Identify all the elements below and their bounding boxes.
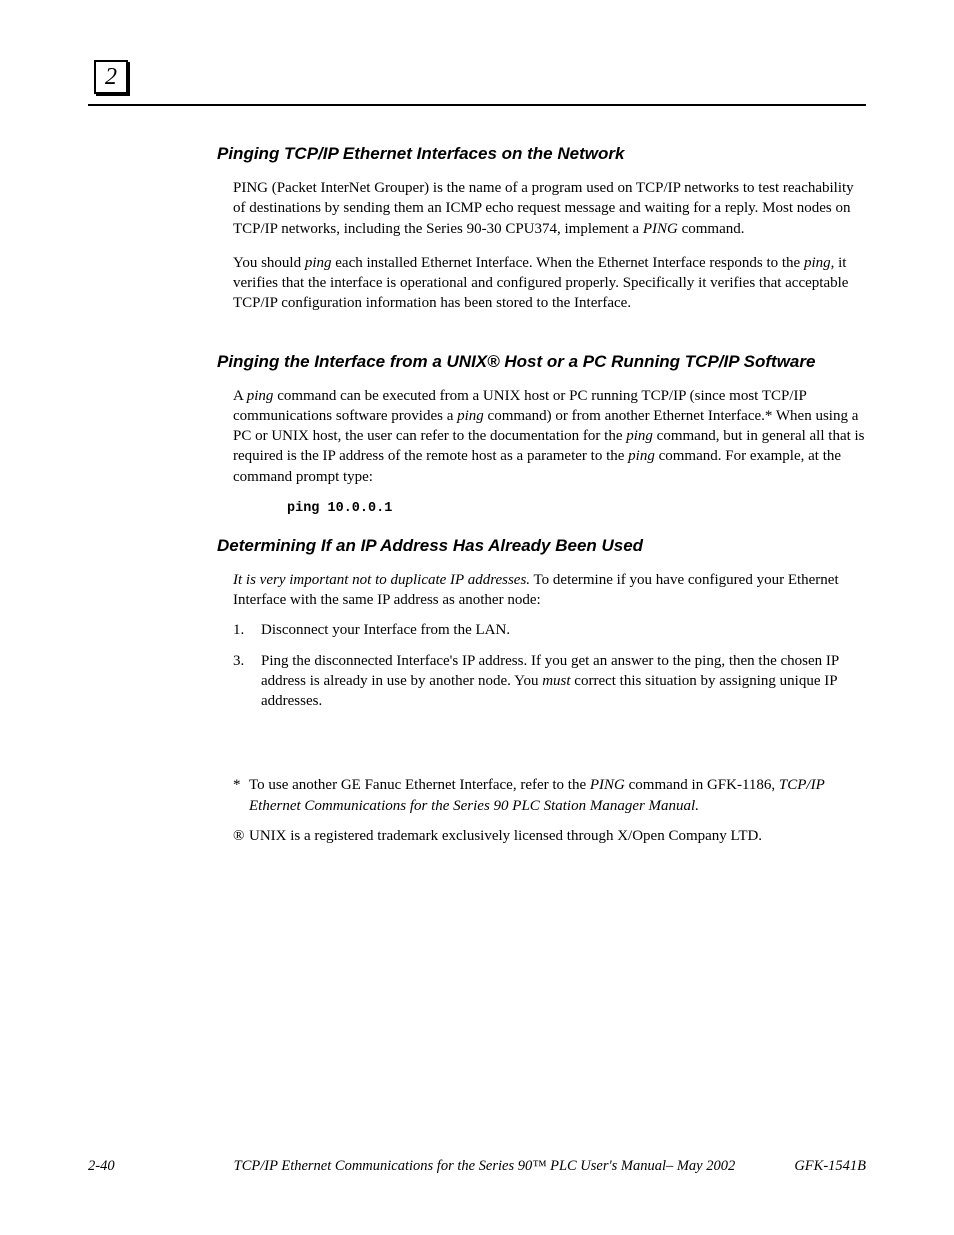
code-example: ping 10.0.0.1 — [287, 501, 866, 516]
list-item: 3. Ping the disconnected Interface's IP … — [233, 651, 866, 712]
footnote-2: ® UNIX is a registered trademark exclusi… — [233, 826, 866, 846]
chapter-number-box: 2 — [94, 60, 128, 94]
list-item: 1. Disconnect your Interface from the LA… — [233, 620, 866, 640]
spacer — [233, 725, 866, 775]
text-italic: ping — [626, 428, 653, 444]
footnote-symbol: * — [233, 775, 249, 816]
header-rule — [88, 104, 866, 106]
page-footer: 2-40 TCP/IP Ethernet Communications for … — [88, 1158, 866, 1175]
text-run: command in GFK-1186, — [625, 777, 779, 793]
s1-paragraph-2: You should ping each installed Ethernet … — [233, 253, 866, 314]
s3-paragraph-1: It is very important not to duplicate IP… — [233, 570, 866, 611]
section-heading-2: Pinging the Interface from a UNIX® Host … — [217, 352, 866, 372]
section-heading-3: Determining If an IP Address Has Already… — [217, 536, 866, 556]
text-run: You should — [233, 255, 305, 271]
ordered-list: 1. Disconnect your Interface from the LA… — [233, 620, 866, 711]
footer-page-number: 2-40 — [88, 1158, 115, 1175]
s2-paragraph-1: A ping command can be executed from a UN… — [233, 386, 866, 487]
list-number: 3. — [233, 651, 261, 712]
text-italic: PING — [590, 777, 625, 793]
text-run: PING (Packet InterNet Grouper) is the na… — [233, 180, 854, 237]
text-italic: ping — [247, 388, 274, 404]
content-area: Pinging TCP/IP Ethernet Interfaces on th… — [233, 144, 866, 846]
text-italic: ping — [305, 255, 332, 271]
footnote-1: * To use another GE Fanuc Ethernet Inter… — [233, 775, 866, 816]
s1-paragraph-1: PING (Packet InterNet Grouper) is the na… — [233, 178, 866, 239]
text-italic: It is very important not to duplicate IP… — [233, 572, 530, 588]
footnote-text: To use another GE Fanuc Ethernet Interfa… — [249, 775, 866, 816]
text-run: command. — [678, 221, 745, 237]
footer-doc-id: GFK-1541B — [794, 1158, 866, 1175]
text-run: each installed Ethernet Interface. When … — [332, 255, 804, 271]
chapter-number: 2 — [105, 64, 117, 91]
list-number: 1. — [233, 620, 261, 640]
text-run: A — [233, 388, 247, 404]
text-italic: ping, — [804, 255, 834, 271]
footnote-symbol: ® — [233, 826, 249, 846]
text-italic: ping — [457, 408, 484, 424]
text-italic: must — [542, 673, 570, 689]
text-run: To use another GE Fanuc Ethernet Interfa… — [249, 777, 590, 793]
text-italic: ping — [628, 448, 655, 464]
footer-title: TCP/IP Ethernet Communications for the S… — [175, 1158, 795, 1175]
page-container: 2 Pinging TCP/IP Ethernet Interfaces on … — [0, 0, 954, 1235]
text-italic: PING — [643, 221, 678, 237]
list-text: Disconnect your Interface from the LAN. — [261, 620, 866, 640]
footnote-text: UNIX is a registered trademark exclusive… — [249, 826, 866, 846]
section-heading-1: Pinging TCP/IP Ethernet Interfaces on th… — [217, 144, 866, 164]
list-text: Ping the disconnected Interface's IP add… — [261, 651, 866, 712]
